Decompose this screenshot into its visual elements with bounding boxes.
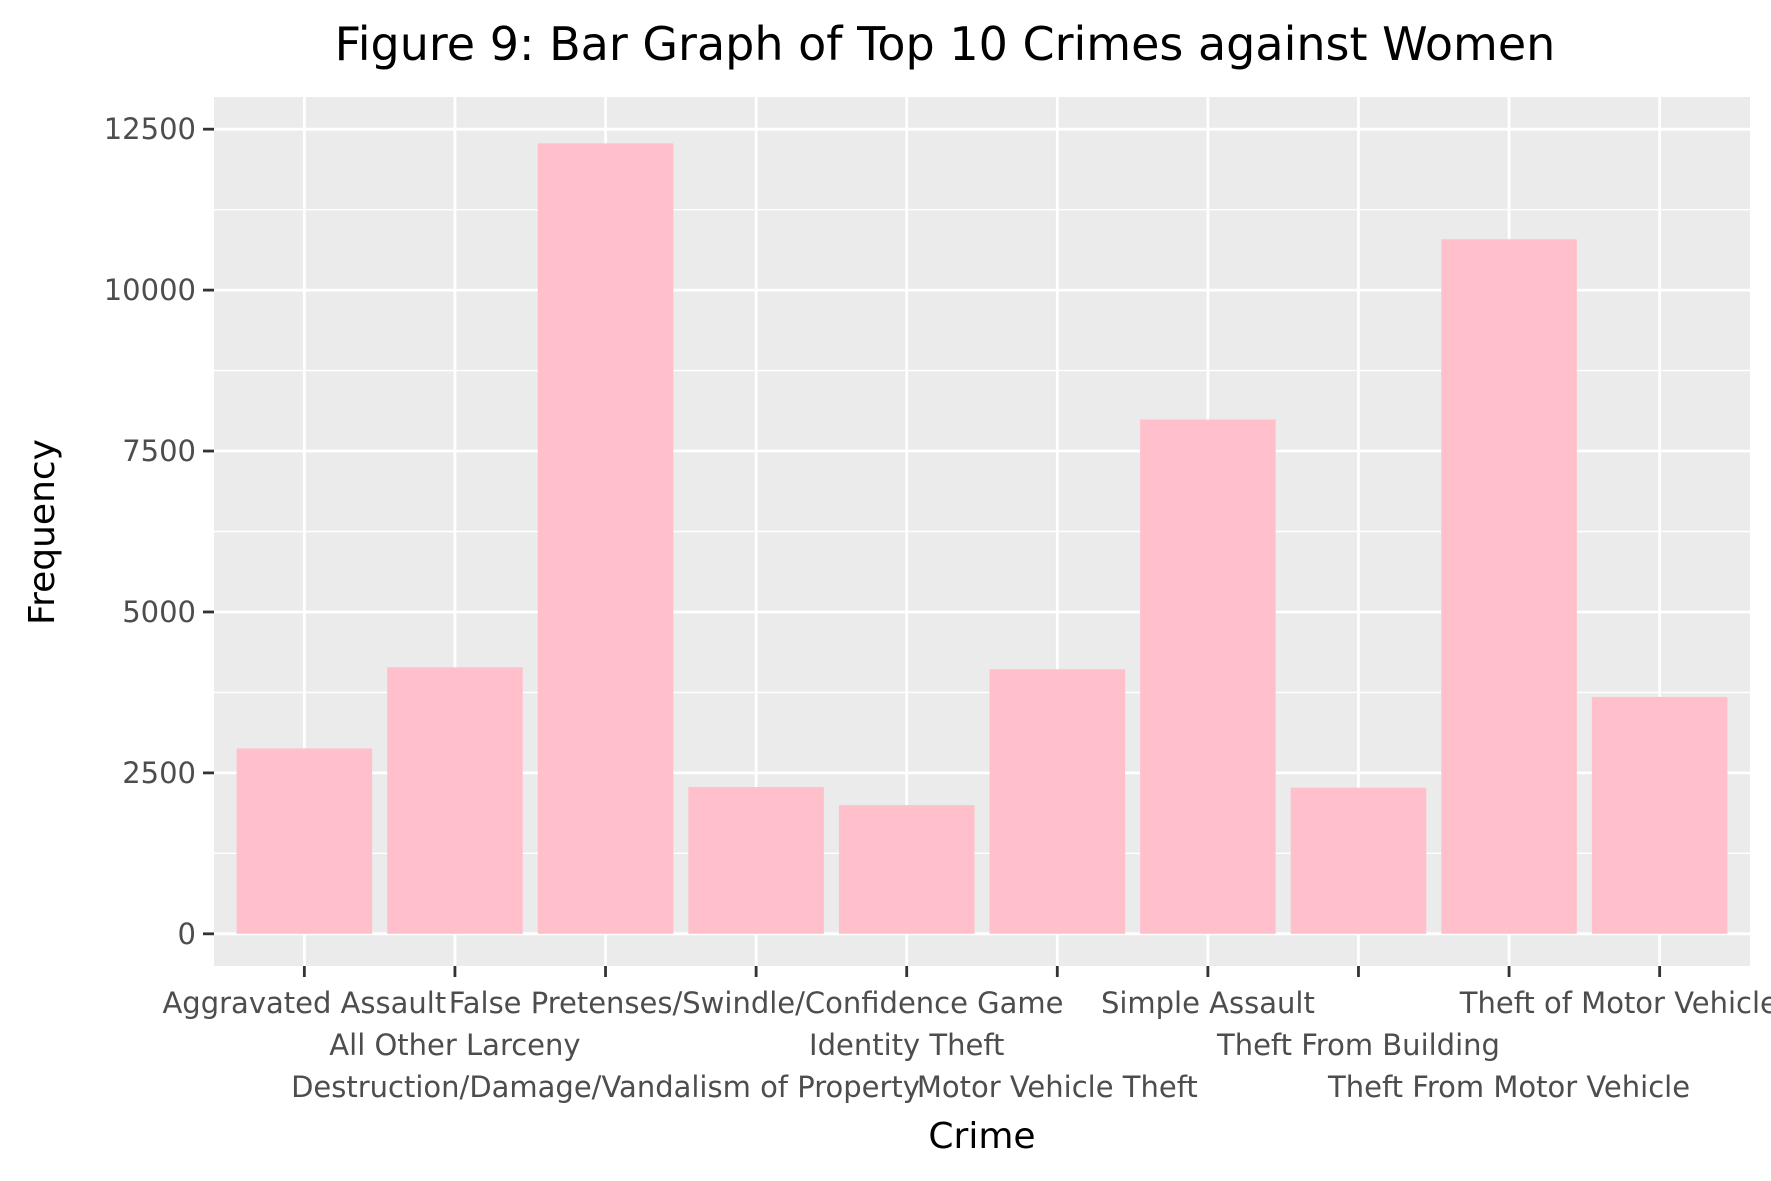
y-tick-label: 5000 [122, 595, 196, 629]
bar [688, 787, 824, 934]
bar [1591, 696, 1728, 934]
x-tick-label: Destruction/Damage/Vandalism of Property [291, 1070, 920, 1104]
x-tick-label: Identity Theft [809, 1028, 1004, 1062]
bar [236, 748, 373, 934]
x-tick-label: Theft of Motor Vehicle Parts [1459, 986, 1771, 1020]
chart-title: Figure 9: Bar Graph of Top 10 Crimes aga… [335, 17, 1556, 71]
x-axis: Aggravated Assault All Other Larceny Destr… [162, 966, 1771, 1104]
x-tick-label: Theft From Building [1216, 1028, 1500, 1062]
x-tick-label: Motor Vehicle Theft [917, 1070, 1198, 1104]
x-tick-label: All Other Larceny [329, 1028, 580, 1062]
bar [387, 667, 523, 934]
bar [1140, 419, 1276, 934]
x-tick-label: Simple Assault [1101, 986, 1315, 1020]
y-tick-label: 2500 [122, 756, 196, 790]
bars [236, 143, 1728, 934]
y-axis: 0 2500 5000 7500 10000 12500 [104, 112, 214, 951]
bar [537, 143, 674, 934]
y-tick-label: 7500 [122, 434, 196, 468]
y-axis-title: Frequency [22, 439, 63, 625]
bar [838, 805, 975, 934]
y-tick-label: 0 [178, 917, 196, 951]
bar [989, 669, 1126, 934]
x-tick-label: Aggravated Assault [162, 986, 446, 1020]
bar [1290, 787, 1427, 934]
bar [1441, 239, 1577, 934]
x-axis-title: Crime [928, 1116, 1035, 1157]
x-tick-label: Theft From Motor Vehicle [1327, 1070, 1690, 1104]
y-tick-label: 10000 [104, 273, 196, 307]
x-tick-label: False Pretenses/Swindle/Confidence Game [449, 986, 1064, 1020]
y-tick-label: 12500 [104, 112, 196, 146]
